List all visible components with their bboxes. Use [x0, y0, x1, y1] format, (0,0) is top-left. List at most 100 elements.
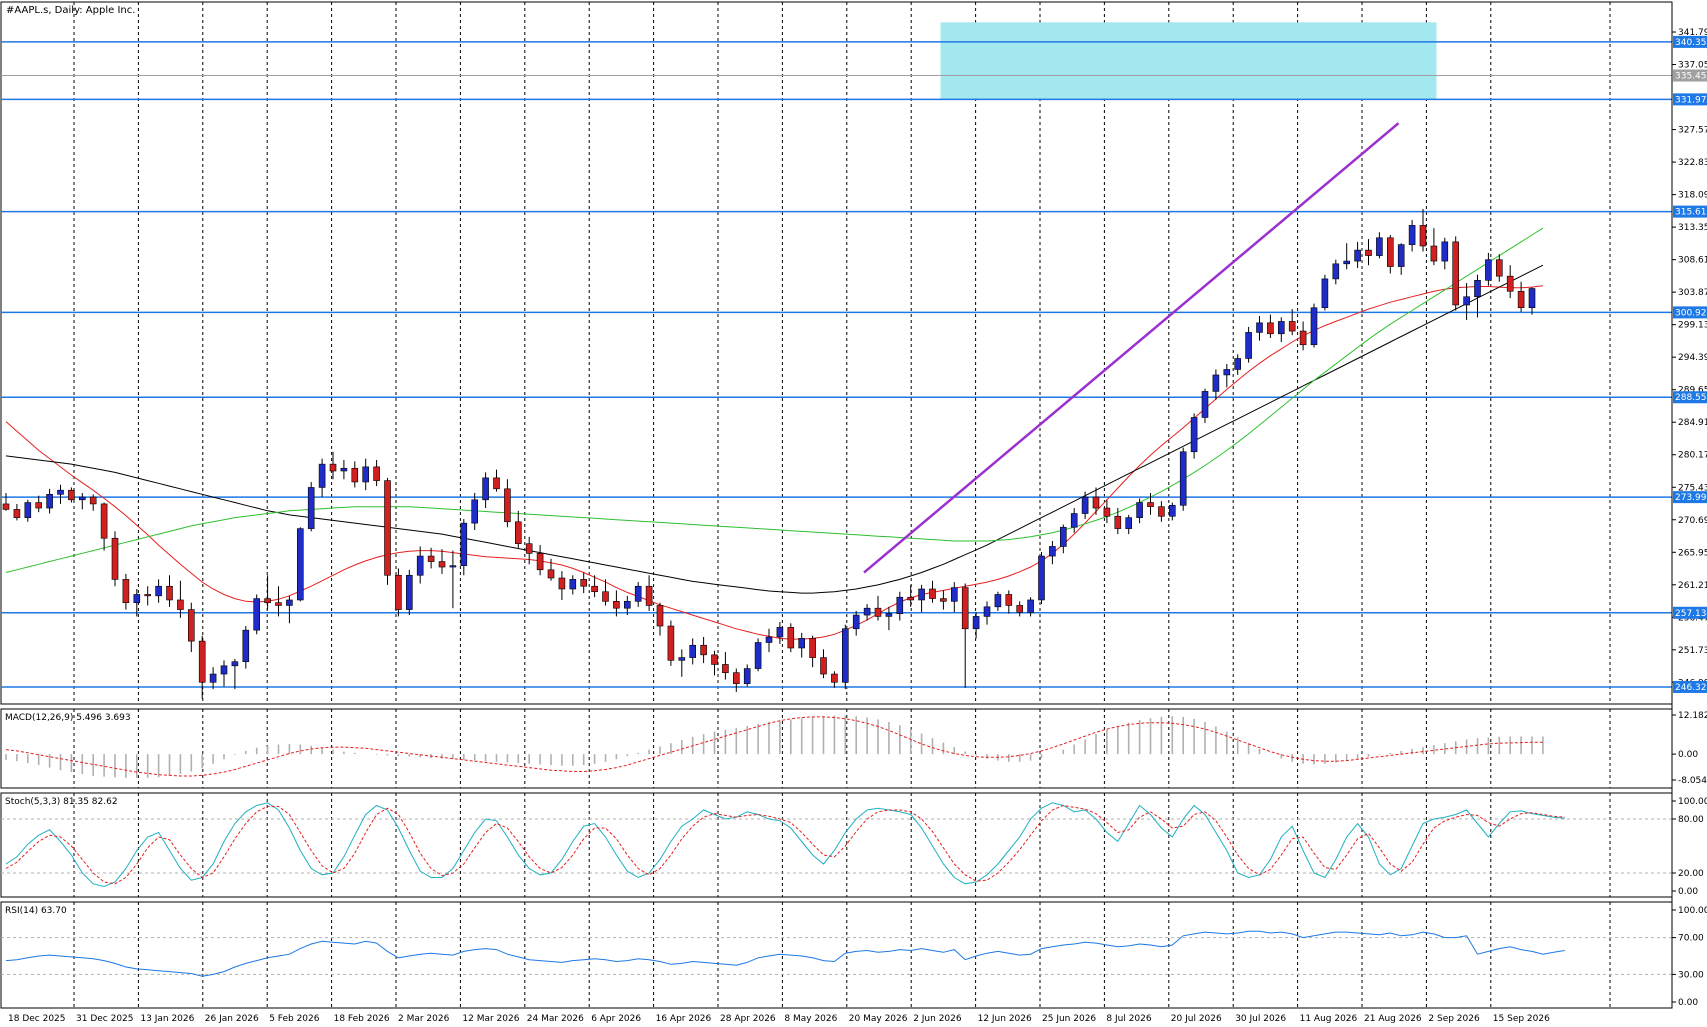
candle-body-up	[623, 601, 631, 609]
candle-body-down	[1158, 506, 1165, 517]
current-price-tag	[1673, 69, 1707, 82]
candle	[809, 635, 816, 668]
candle-body-up	[634, 585, 642, 602]
price-tick-label: 299.13	[1678, 321, 1707, 331]
candle-body-down	[1419, 225, 1427, 247]
candle-body-up	[569, 579, 577, 590]
candle-body-down	[329, 463, 337, 472]
candle	[384, 477, 391, 585]
candle	[1517, 281, 1525, 312]
candle-body-down	[514, 521, 522, 545]
date-tick-label: 26 Jan 2026	[205, 1014, 259, 1024]
candle	[678, 649, 686, 677]
candle-body-up	[362, 466, 370, 483]
candle-body-up	[1397, 244, 1405, 267]
candle-body-up	[286, 599, 293, 606]
date-tick-label: 12 Jun 2026	[978, 1014, 1032, 1024]
candle	[754, 638, 762, 672]
candle-body-down	[940, 598, 947, 602]
candle-body-down	[504, 488, 511, 523]
candle-body-up	[863, 607, 871, 616]
candle-body-up	[1256, 322, 1263, 333]
candle-body-down	[809, 638, 816, 658]
candle-body-up	[133, 594, 141, 604]
rsi-label: RSI(14) 63.70	[5, 906, 67, 916]
candle	[1223, 363, 1231, 388]
candle-body-up	[471, 499, 479, 524]
candle	[1299, 321, 1307, 351]
candle-body-up	[1332, 263, 1340, 280]
candle-body-down	[732, 672, 740, 684]
candle-body-up	[460, 522, 468, 566]
candle	[1310, 303, 1318, 348]
date-tick-label: 13 Jan 2026	[140, 1014, 194, 1024]
candle	[1038, 551, 1045, 605]
candle-body-up	[1049, 546, 1056, 557]
candle	[253, 594, 260, 635]
candle-body-down	[438, 561, 446, 568]
candle	[700, 637, 707, 664]
candle	[1419, 208, 1427, 252]
rsi-line	[5, 930, 1565, 977]
date-tick-label: 2 Sep 2026	[1428, 1014, 1480, 1024]
candle-body-up	[885, 613, 893, 617]
candle-body-down	[395, 574, 402, 610]
candle-body-down	[602, 591, 609, 602]
candle-body-down	[2, 503, 10, 510]
candle	[623, 595, 631, 616]
date-tick-label: 18 Feb 2026	[334, 1014, 390, 1024]
candle-body-down	[645, 585, 653, 606]
candle-body-up	[1354, 249, 1361, 262]
candle-body-down	[525, 543, 533, 554]
candle	[329, 451, 337, 480]
price-tick-label: 337.05	[1678, 61, 1707, 71]
candle-body-down	[351, 467, 359, 483]
stoch-tick-label: 100.00	[1678, 797, 1707, 807]
candle-body-up	[231, 661, 239, 667]
candle	[286, 595, 293, 624]
price-tick-label: 284.91	[1678, 418, 1707, 428]
level-price-tag-label: 288.55	[1675, 393, 1707, 403]
price-tick-label: 294.39	[1678, 353, 1707, 363]
candle-body-down	[264, 598, 271, 604]
candle-body-down	[536, 553, 544, 571]
price-tick-label: 322.83	[1678, 158, 1707, 168]
candle	[798, 632, 806, 658]
level-price-tag-label: 257.13	[1675, 609, 1707, 619]
candle-body-up	[1441, 241, 1449, 262]
stoch-tick-label: 80.00	[1678, 815, 1704, 825]
candle-body-down	[493, 477, 500, 490]
candle	[166, 575, 173, 607]
candle	[514, 510, 522, 548]
candle-body-up	[689, 644, 697, 658]
candle	[1136, 498, 1143, 524]
candle-body-up	[1169, 504, 1176, 517]
moving-average-line	[5, 264, 1544, 594]
candle	[427, 547, 435, 569]
candle	[1169, 502, 1176, 521]
date-tick-label: 20 Jul 2026	[1171, 1014, 1222, 1024]
candle-body-down	[820, 657, 827, 675]
candle-body-up	[1201, 391, 1209, 418]
rsi-pane: 100.00 70.00 30.00 0.00 RSI(14) 63.70	[0, 901, 1707, 1009]
candle	[1528, 287, 1536, 315]
candle	[1332, 259, 1340, 285]
candle-body-down	[580, 579, 588, 587]
candle-body-down	[122, 579, 130, 604]
candle-body-up	[1310, 307, 1318, 346]
candle	[231, 658, 239, 690]
candle-body-down	[177, 599, 184, 610]
candle	[743, 664, 751, 687]
chart-title: #AAPL.s, Daily: Apple Inc.	[6, 5, 135, 16]
candle	[722, 652, 729, 680]
trendline	[863, 122, 1400, 574]
price-tick-label: 270.69	[1678, 516, 1707, 526]
level-price-tag	[1673, 306, 1707, 319]
candle-body-down	[68, 489, 75, 501]
candle	[689, 638, 697, 665]
candle-body-down	[384, 480, 391, 576]
date-tick-label: 25 Jun 2026	[1042, 1014, 1096, 1024]
candle-body-up	[1060, 526, 1067, 547]
candle	[1190, 413, 1198, 459]
stochastic-main-line	[5, 802, 1565, 888]
